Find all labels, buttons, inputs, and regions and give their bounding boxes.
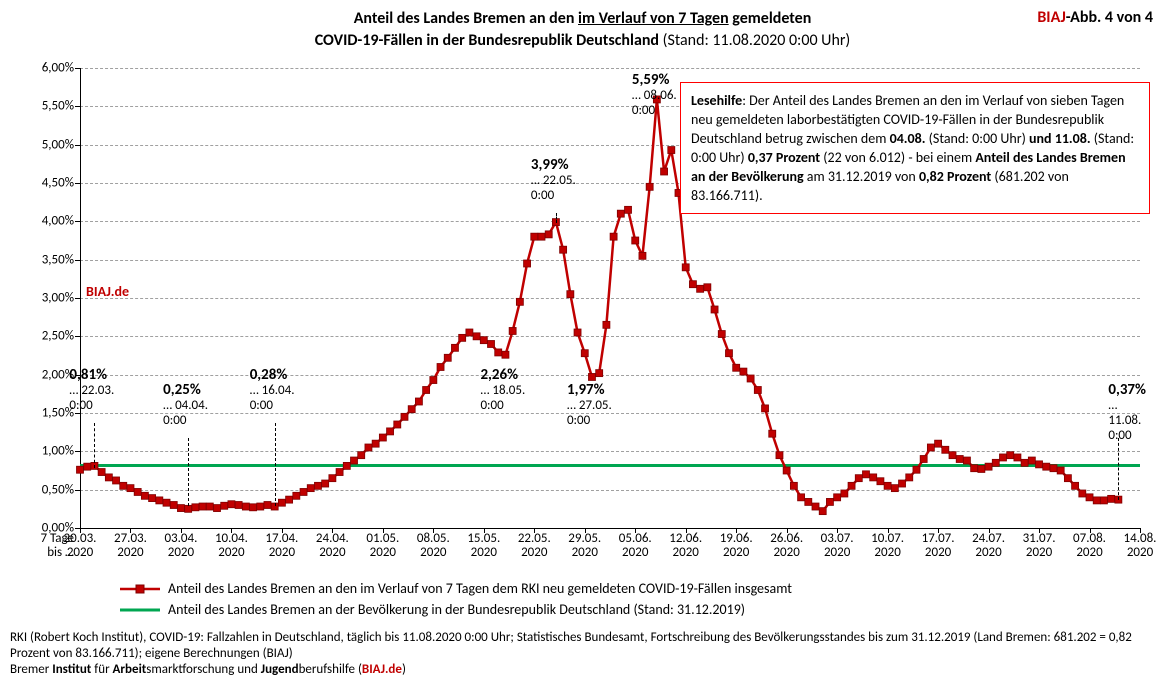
x-tick-label: 15.05.2020 <box>461 532 507 560</box>
x-tick-label: 29.05.2020 <box>562 532 608 560</box>
callout-label: 0,28%… 16.04.0:00 <box>250 368 295 413</box>
x-tick-label: 22.05.2020 <box>511 532 557 560</box>
x-tick-label: 14.08.2020 <box>1117 532 1163 560</box>
x-tick-label: 12.06.2020 <box>663 532 709 560</box>
legend-swatch-reference <box>120 602 160 618</box>
title-l2a: COVID-19-Fällen in der Bundesrepublik De… <box>315 31 659 50</box>
legend-label-series: Anteil des Landes Bremen an den im Verla… <box>168 580 792 597</box>
x-tick-label: 05.06.2020 <box>612 532 658 560</box>
callout-label: 3,99%… 22.05.0:00 <box>531 158 576 203</box>
footnote-line2: Bremer Institut für Arbeitsmarktforschun… <box>10 662 1155 678</box>
chart-title: Anteil des Landes Bremen an den im Verla… <box>0 8 1165 52</box>
callout-label: 1,97%… 27.05.0:00 <box>567 383 612 428</box>
y-tick-label: 4,00% <box>42 214 74 229</box>
legend-item-reference: Anteil des Landes Bremen an der Bevölker… <box>120 601 792 618</box>
legend-item-series: Anteil des Landes Bremen an den im Verla… <box>120 580 792 597</box>
callout-label: 5,59%… 08.06.0:00 <box>632 73 677 118</box>
x-tick-label: 07.08.2020 <box>1067 532 1113 560</box>
title-l1a: Anteil des Landes Bremen an den <box>354 9 578 28</box>
x-tick-label: 03.07.2020 <box>814 532 860 560</box>
y-tick-label: 3,50% <box>42 252 74 267</box>
callout-label: 0,37%… 11.08.0:00 <box>1108 383 1146 443</box>
x-tick-label: 24.04.2020 <box>309 532 355 560</box>
title-l1u: im Verlauf von 7 Tagen <box>578 9 729 28</box>
callout-label: 0,81%… 22.03.0:00 <box>69 368 114 413</box>
y-tick-label: 4,50% <box>42 176 74 191</box>
footnotes: RKI (Robert Koch Institut), COVID-19: Fa… <box>10 630 1155 678</box>
legend: Anteil des Landes Bremen an den im Verla… <box>120 580 792 622</box>
y-tick-label: 0,50% <box>42 482 74 497</box>
x-tick-label: 31.07.2020 <box>1016 532 1062 560</box>
y-tick-label: 1,00% <box>42 444 74 459</box>
y-tick-label: 3,00% <box>42 291 74 306</box>
callout-label: 2,26%… 18.05.0:00 <box>480 368 525 413</box>
legend-label-reference: Anteil des Landes Bremen an der Bevölker… <box>168 601 745 618</box>
x-tick-label: 27.03.2020 <box>107 532 153 560</box>
y-tick-label: 5,00% <box>42 137 74 152</box>
title-l1b: gemeldeten <box>729 9 812 28</box>
x-axis-prefix: 7 Tagebis … <box>40 532 74 560</box>
x-tick-label: 17.07.2020 <box>915 532 961 560</box>
y-tick-label: 6,00% <box>42 61 74 76</box>
title-l2b: (Stand: 11.08.2020 0:00 Uhr) <box>659 31 850 50</box>
callout-label: 0,25%… 04.04.0:00 <box>163 383 208 428</box>
y-tick-label: 2,50% <box>42 329 74 344</box>
info-box: Lesehilfe: Der Anteil des Landes Bremen … <box>680 82 1150 214</box>
x-tick-label: 24.07.2020 <box>966 532 1012 560</box>
legend-swatch-series <box>120 581 160 597</box>
x-tick-label: 01.05.2020 <box>360 532 406 560</box>
x-tick-label: 08.05.2020 <box>410 532 456 560</box>
x-tick-label: 10.07.2020 <box>865 532 911 560</box>
x-tick-label: 10.04.2020 <box>208 532 254 560</box>
y-tick-label: 5,50% <box>42 99 74 114</box>
footnote-line1: RKI (Robert Koch Institut), COVID-19: Fa… <box>10 630 1155 662</box>
x-tick-label: 26.06.2020 <box>764 532 810 560</box>
x-tick-label: 19.06.2020 <box>713 532 759 560</box>
x-tick-label: 03.04.2020 <box>158 532 204 560</box>
x-tick-label: 17.04.2020 <box>259 532 305 560</box>
